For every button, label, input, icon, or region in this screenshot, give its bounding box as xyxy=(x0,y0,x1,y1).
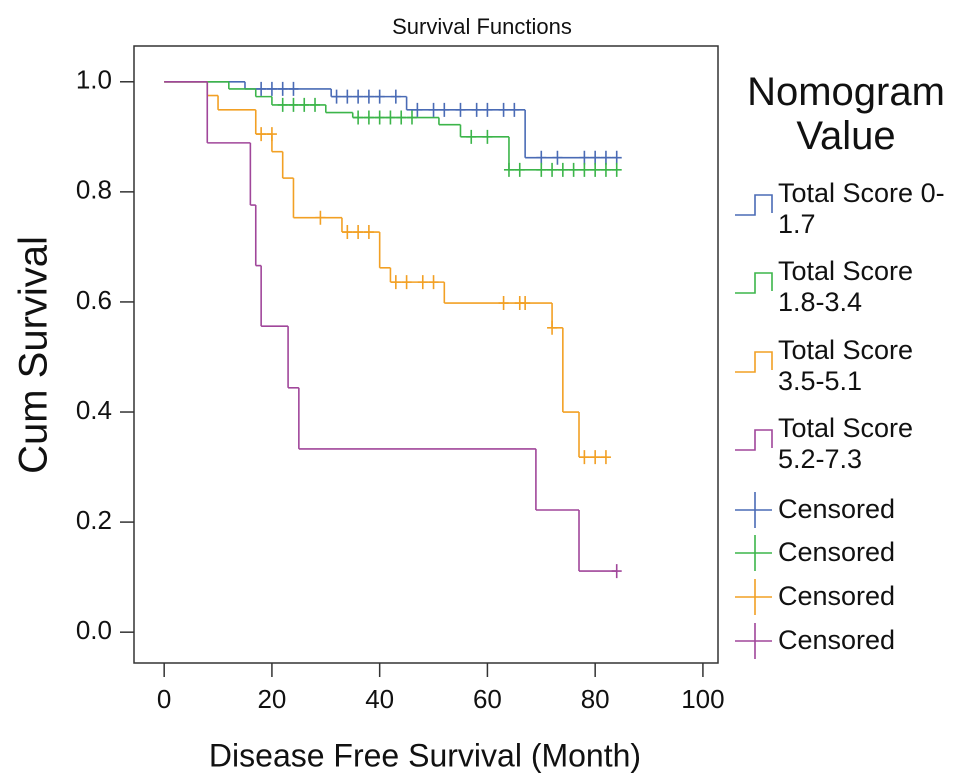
censor-mark xyxy=(266,127,277,142)
x-tick-label: 0 xyxy=(157,684,171,714)
censor-mark xyxy=(396,110,407,125)
legend-swatch xyxy=(735,194,773,216)
x-axis-label: Disease Free Survival (Month) xyxy=(209,737,641,773)
y-tick-label: 0.0 xyxy=(76,615,112,645)
censor-mark xyxy=(600,162,611,177)
censor-mark xyxy=(353,225,364,240)
legend-swatch xyxy=(735,429,773,451)
censor-mark xyxy=(256,127,267,142)
censor-mark xyxy=(471,102,482,117)
censor-mark xyxy=(514,162,525,177)
x-tick-label: 60 xyxy=(473,684,502,714)
legend-label: Total Score 1.8-3.4 xyxy=(778,256,914,317)
censor-mark xyxy=(590,150,601,165)
y-tick-label: 0.8 xyxy=(76,175,112,205)
legend-swatch xyxy=(735,272,773,294)
legend-label: Total Score 3.5-5.1 xyxy=(778,335,914,396)
legend-label: Censored xyxy=(778,625,896,655)
censor-mark xyxy=(600,450,611,465)
censor-mark xyxy=(557,162,568,177)
censor-mark xyxy=(536,150,547,165)
censor-mark xyxy=(288,97,299,112)
legend-label: Total Score 0-1.7 xyxy=(778,178,945,239)
censor-mark xyxy=(363,110,374,125)
censor-mark xyxy=(579,150,590,165)
censor-mark xyxy=(503,162,514,177)
censor-mark xyxy=(299,97,310,112)
censor-mark xyxy=(277,97,288,112)
censor-mark xyxy=(363,225,374,240)
censor-mark xyxy=(568,162,579,177)
y-tick-label: 0.4 xyxy=(76,395,112,425)
censor-mark xyxy=(428,275,439,290)
censor-mark xyxy=(439,102,450,117)
censor-mark xyxy=(498,296,509,311)
censor-mark xyxy=(482,102,493,117)
legend-swatch xyxy=(735,351,773,373)
censor-mark xyxy=(406,110,417,125)
censor-mark xyxy=(611,150,622,165)
censor-mark xyxy=(428,102,439,117)
legend-swatch xyxy=(735,535,772,571)
x-tick-label: 100 xyxy=(681,684,724,714)
censor-mark xyxy=(547,320,558,335)
legend-title: Nomogram Value xyxy=(747,70,945,158)
plot-frame xyxy=(133,45,719,664)
censor-mark xyxy=(385,110,396,125)
censor-mark xyxy=(266,81,277,96)
censor-mark xyxy=(509,102,520,117)
legend-swatch xyxy=(735,492,772,528)
censor-mark xyxy=(342,225,353,240)
censor-mark xyxy=(374,110,385,125)
censor-mark xyxy=(611,162,622,177)
censor-mark xyxy=(520,296,531,311)
censor-mark xyxy=(590,162,601,177)
y-tick-label: 1.0 xyxy=(76,65,112,95)
x-tick-label: 80 xyxy=(581,684,610,714)
censor-mark xyxy=(536,162,547,177)
x-tick-label: 40 xyxy=(365,684,394,714)
censor-mark xyxy=(353,89,364,104)
censor-mark xyxy=(353,110,364,125)
censor-mark xyxy=(390,89,401,104)
legend-label: Censored xyxy=(778,581,896,611)
censor-mark xyxy=(455,102,466,117)
censor-mark xyxy=(374,89,385,104)
censor-mark xyxy=(331,89,342,104)
censor-mark xyxy=(401,275,412,290)
legend-label: Total Score 5.2-7.3 xyxy=(778,413,914,474)
y-axis-label: Cum Survival xyxy=(12,236,56,474)
censor-mark xyxy=(547,162,558,177)
censor-mark xyxy=(390,275,401,290)
censor-mark xyxy=(256,81,267,96)
y-tick-label: 0.6 xyxy=(76,285,112,315)
legend-swatch xyxy=(735,623,772,659)
censor-mark xyxy=(412,102,423,117)
censor-mark xyxy=(579,450,590,465)
censor-mark xyxy=(498,102,509,117)
censor-mark xyxy=(363,89,374,104)
legend-label: Censored xyxy=(778,494,896,524)
x-tick-label: 20 xyxy=(257,684,286,714)
censor-mark xyxy=(552,150,563,165)
censor-mark xyxy=(417,275,428,290)
censor-mark xyxy=(288,81,299,96)
censor-mark xyxy=(277,81,288,96)
chart-title: Survival Functions xyxy=(392,14,572,39)
censor-mark xyxy=(466,129,477,144)
censor-mark xyxy=(579,162,590,177)
censor-mark xyxy=(611,564,622,579)
censor-mark xyxy=(590,450,601,465)
y-tick-label: 0.2 xyxy=(76,505,112,535)
legend-swatch xyxy=(735,579,772,615)
censor-mark xyxy=(315,210,326,225)
censor-mark xyxy=(482,129,493,144)
censor-mark xyxy=(600,150,611,165)
legend-label: Censored xyxy=(778,537,896,567)
censor-mark xyxy=(310,97,321,112)
censor-mark xyxy=(342,89,353,104)
